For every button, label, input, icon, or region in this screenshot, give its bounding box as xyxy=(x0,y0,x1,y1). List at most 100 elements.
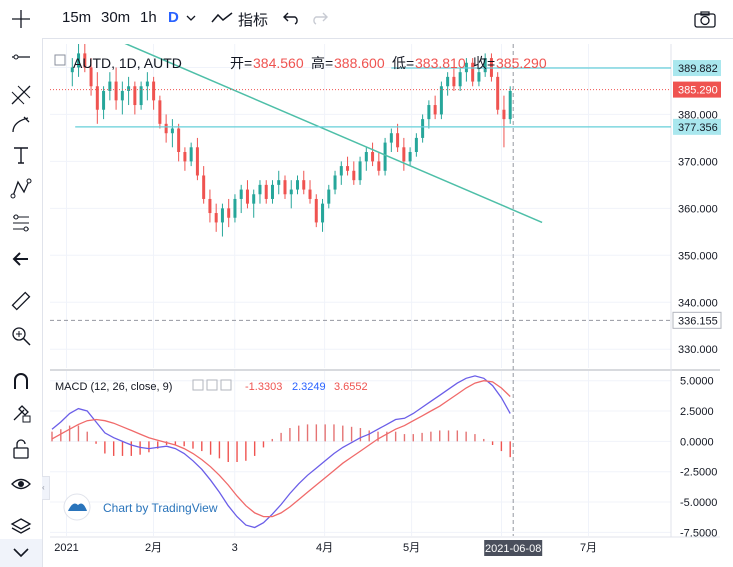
interval-30m[interactable]: 30m xyxy=(101,9,131,26)
price-label-box xyxy=(673,118,721,135)
open-value: 384.560 xyxy=(253,55,304,71)
time-tick-label: 2021 xyxy=(54,542,78,554)
price-label: 336.155 xyxy=(678,315,718,327)
collapse-side-handle[interactable]: ‹ xyxy=(42,476,50,500)
candle-body xyxy=(383,142,387,171)
indicators-button[interactable]: 指标 xyxy=(238,12,269,29)
macd-line xyxy=(51,375,511,529)
interval-15m[interactable]: 15m xyxy=(62,9,92,26)
macd-line-value: 2.3249 xyxy=(292,381,326,393)
candle-body xyxy=(377,161,381,171)
candle-body xyxy=(321,203,325,223)
price-tick-label: 370.000 xyxy=(678,156,718,168)
macd-axis: 5.0000 2.5000 0.0000 -2.5000 -5.0000 -7.5000 xyxy=(680,376,717,540)
back-arrow-icon[interactable] xyxy=(10,248,32,270)
candle-body xyxy=(339,166,343,176)
candle-body xyxy=(214,213,218,223)
unlock-icon[interactable] xyxy=(10,438,32,460)
candle-body xyxy=(120,90,124,101)
low-label: 低= xyxy=(392,55,414,71)
chevron-down-icon[interactable] xyxy=(186,14,196,22)
layers-icon[interactable] xyxy=(10,516,32,538)
interval-1d[interactable]: D xyxy=(168,9,179,26)
candle-body xyxy=(389,133,393,143)
collapse-legend-icon[interactable] xyxy=(54,54,66,66)
redo-icon[interactable] xyxy=(310,11,328,25)
candle-body xyxy=(170,128,174,134)
fib-icon[interactable] xyxy=(10,84,32,106)
candle-body xyxy=(139,86,143,106)
close-icon[interactable] xyxy=(220,379,232,391)
candle-body xyxy=(477,72,481,82)
price-axis: 390.000380.000370.000360.000350.000340.0… xyxy=(672,60,722,356)
undo-icon[interactable] xyxy=(283,11,301,25)
candle-body xyxy=(283,180,287,195)
top-toolbar: 15m 30m 1h D 指标 xyxy=(0,0,733,39)
candle-body xyxy=(471,62,475,82)
candle-body xyxy=(308,189,312,199)
time-tick-label: 2月 xyxy=(145,542,162,554)
price-tick-label: 380.000 xyxy=(678,109,718,121)
candle-body xyxy=(108,81,112,91)
candle-body xyxy=(239,189,243,199)
candle-body xyxy=(158,100,162,124)
magnet-icon[interactable] xyxy=(10,371,32,393)
grid-lines xyxy=(50,44,671,536)
candle-body xyxy=(396,133,400,148)
collapse-toolbar-icon[interactable] xyxy=(0,539,42,567)
candle-body xyxy=(102,90,106,110)
brush-icon[interactable] xyxy=(10,114,32,136)
macd-signal-value: 3.6552 xyxy=(334,381,368,393)
time-tick-label: 5月 xyxy=(403,542,420,554)
price-tick-label: 340.000 xyxy=(678,297,718,309)
trend-line-icon[interactable] xyxy=(10,46,32,68)
pattern-icon[interactable] xyxy=(10,178,32,200)
crosshair-icon[interactable] xyxy=(11,9,31,29)
zoom-in-icon[interactable] xyxy=(10,325,32,347)
candle-body xyxy=(77,53,81,68)
candle-body xyxy=(314,198,318,223)
indicators-icon[interactable] xyxy=(211,12,233,24)
overlay-layer xyxy=(50,44,671,536)
candle-body xyxy=(371,152,375,162)
price-label-box xyxy=(672,311,722,329)
symbol-legend: AUTD, 1D, AUTD 开= 384.560 高= 388.600 低= … xyxy=(54,54,547,71)
camera-icon[interactable] xyxy=(694,11,716,28)
candle-body xyxy=(296,180,300,190)
macd-tick-label: -5.0000 xyxy=(680,497,717,509)
eye-icon[interactable] xyxy=(10,473,32,495)
tradingview-watermark: Chart by TradingView xyxy=(63,493,218,521)
text-icon[interactable] xyxy=(10,144,32,166)
candle-body xyxy=(496,76,500,110)
measure-icon[interactable] xyxy=(10,212,32,234)
candle-body xyxy=(358,161,362,181)
price-label: 389.882 xyxy=(678,63,718,75)
candle-body xyxy=(145,81,149,87)
low-value: 383.810 xyxy=(415,55,466,71)
candle-body xyxy=(127,86,131,91)
candle-body xyxy=(427,105,431,120)
candle-body xyxy=(177,128,181,152)
ruler-icon[interactable] xyxy=(10,290,32,312)
candle-body xyxy=(183,152,187,162)
candle-body xyxy=(252,194,256,204)
candle-body xyxy=(452,76,456,87)
time-tick-label: 7月 xyxy=(580,542,597,554)
lock-drawing-icon[interactable] xyxy=(10,402,32,424)
eye-icon[interactable] xyxy=(192,379,204,391)
time-axis: 20212月34月5月6月7月2021-06-08 xyxy=(54,540,597,556)
candle-body xyxy=(258,184,262,195)
macd-tick-label: -2.5000 xyxy=(680,467,717,479)
candle-body xyxy=(346,166,350,171)
candle-body xyxy=(508,90,512,120)
price-tick-label: 360.000 xyxy=(678,203,718,215)
candle-body xyxy=(83,53,87,68)
drawing-toolbar: ‹ xyxy=(0,38,50,567)
interval-1h[interactable]: 1h xyxy=(140,9,157,26)
candle-body xyxy=(233,198,237,218)
candle-body xyxy=(114,81,118,101)
candle-body xyxy=(352,170,356,181)
candle-body xyxy=(89,67,93,87)
settings-icon[interactable] xyxy=(206,379,218,391)
